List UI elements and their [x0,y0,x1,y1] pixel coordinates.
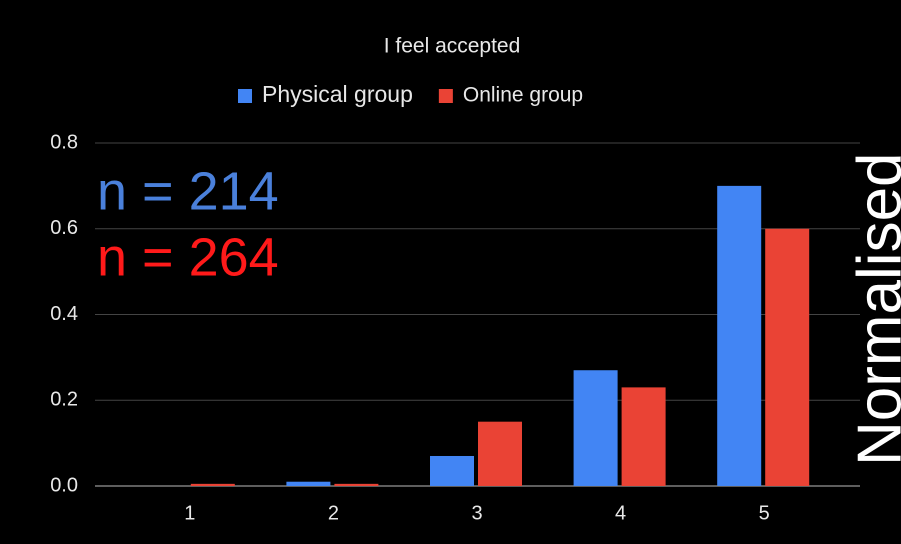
y-tick-label: 0.6 [50,217,78,239]
x-tick-label: 1 [184,502,195,524]
x-tick-label: 5 [759,502,770,524]
side-label: Normalised [845,152,901,466]
bar [621,387,666,486]
annotation: n = 214 [97,161,279,221]
bar [334,483,379,486]
bar [430,455,474,486]
chart-title: I feel accepted [384,35,521,58]
legend-swatch [238,89,252,103]
legend-swatch [438,89,453,103]
y-tick-label: 0.2 [50,389,78,411]
bar [190,483,235,486]
bar [478,421,522,486]
x-tick-label: 2 [328,502,339,524]
bar [286,481,331,486]
x-tick-label: 4 [615,502,626,524]
y-tick-label: 0.8 [50,131,78,153]
legend-label: Physical group [262,81,413,107]
annotation: n = 264 [97,227,279,287]
y-tick-label: 0.0 [50,474,78,496]
bar [573,370,618,486]
bar [717,185,762,486]
x-tick-label: 3 [471,502,482,524]
legend-label: Online group [463,84,583,107]
y-tick-label: 0.4 [50,303,78,325]
bar [765,228,810,486]
